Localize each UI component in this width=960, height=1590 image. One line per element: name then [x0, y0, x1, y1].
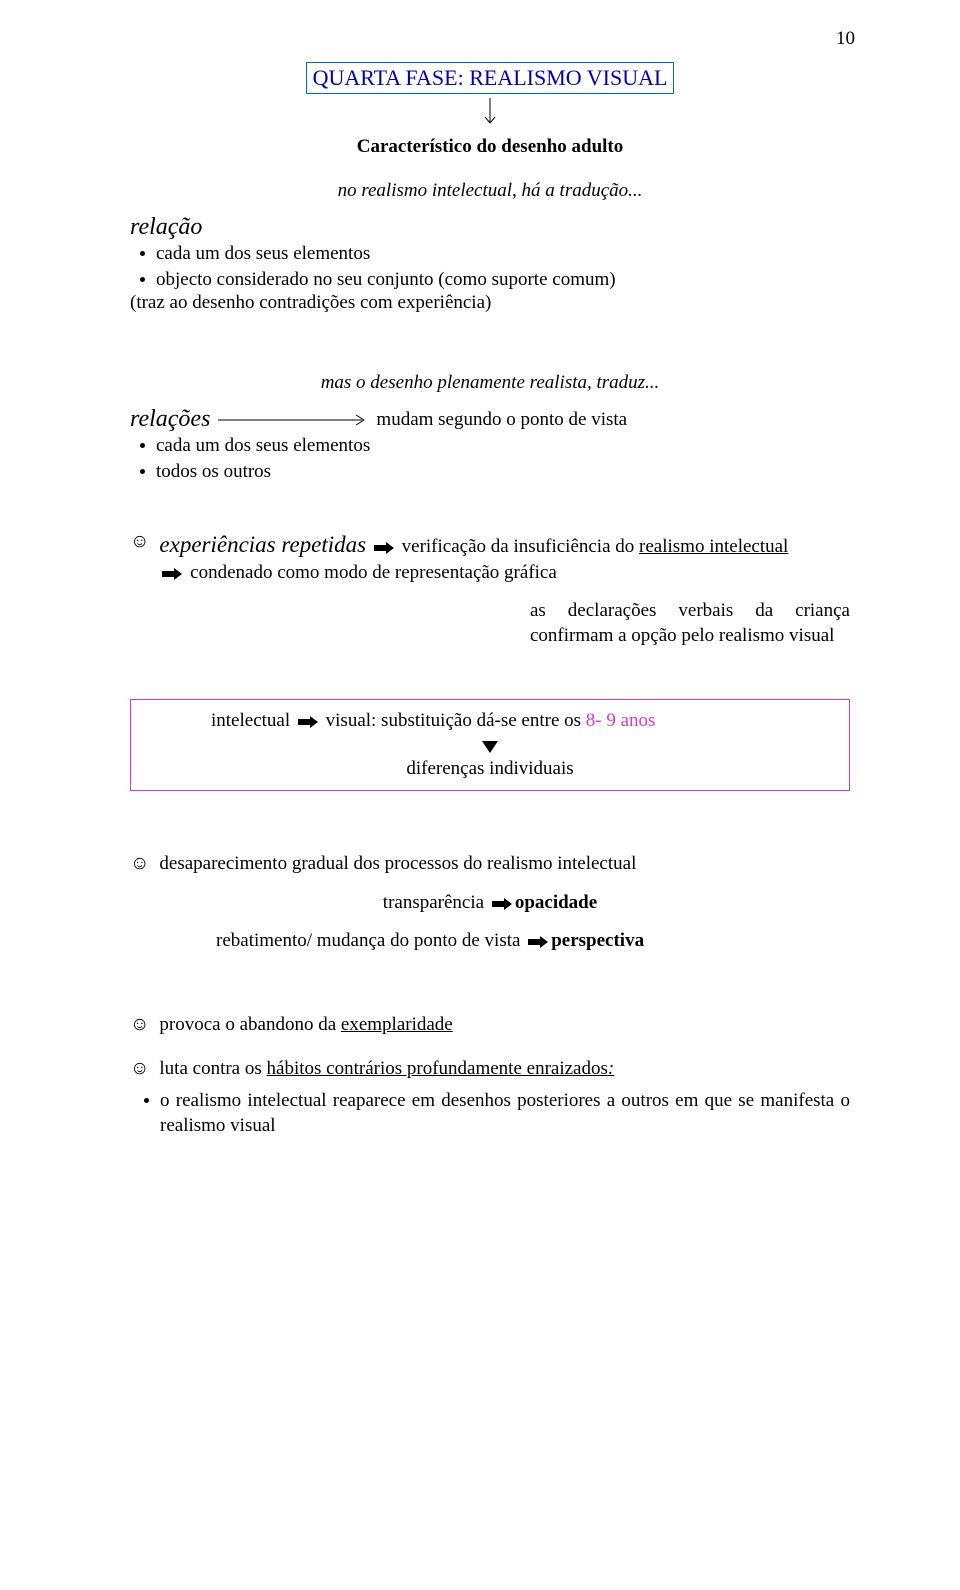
- relacoes-list: cada um dos seus elementos todos os outr…: [130, 433, 850, 484]
- no-realismo-line: no realismo intelectual, há a tradução..…: [130, 180, 850, 202]
- relacao-block: relação cada um dos seus elementos objec…: [130, 214, 850, 314]
- pink-arrowdown: [151, 734, 829, 756]
- exp-underlined: realismo intelectual: [639, 536, 788, 557]
- list-item: cada um dos seus elementos: [130, 433, 850, 459]
- relacao-heading: relação: [130, 214, 850, 241]
- relacoes-heading: relações: [130, 406, 210, 433]
- experiencias-content: experiências repetidas verificação da in…: [159, 529, 850, 586]
- desaparecimento-text: desaparecimento gradual dos processos do…: [159, 851, 850, 877]
- smiley-icon: ☺: [130, 529, 149, 555]
- transp-post: opacidade: [515, 892, 597, 913]
- transparencia-line: transparência opacidade: [130, 892, 850, 914]
- transp-pre: transparência: [383, 892, 489, 913]
- smiley-icon: ☺: [130, 1012, 149, 1038]
- luta-content: luta contra os hábitos contrários profun…: [159, 1056, 850, 1082]
- abandono-under: exemplaridade: [341, 1014, 453, 1035]
- relacao-paren: (traz ao desenho contradições com experi…: [130, 292, 850, 314]
- luta-bullet-list: o realismo intelectual reaparece em dese…: [130, 1088, 850, 1139]
- pink-line2: diferenças individuais: [151, 758, 829, 780]
- triangle-down-icon: [482, 741, 498, 753]
- thick-arrow-right-icon: [298, 716, 318, 728]
- thick-arrow-right-icon: [374, 542, 394, 554]
- thick-arrow-right-icon: [162, 568, 182, 580]
- rebatimento-line: rebatimento/ mudança do ponto de vista p…: [130, 930, 850, 952]
- arrow-right-icon: [218, 413, 368, 427]
- pink-age: 8- 9 anos: [586, 710, 656, 731]
- abandono-pre: provoca o abandono da: [159, 1014, 341, 1035]
- smiley-icon: ☺: [130, 851, 149, 877]
- relacoes-block: relações mudam segundo o ponto de vista …: [130, 406, 850, 484]
- list-item: todos os outros: [130, 459, 850, 485]
- list-item: cada um dos seus elementos: [130, 241, 850, 267]
- relacao-list: cada um dos seus elementos objecto consi…: [130, 241, 850, 292]
- desaparecimento-row: ☺ desaparecimento gradual dos processos …: [130, 851, 850, 877]
- abandono-row: ☺ provoca o abandono da exemplaridade: [130, 1012, 850, 1038]
- list-item: o realismo intelectual reaparece em dese…: [134, 1088, 850, 1139]
- subtitle: Característico do desenho adulto: [130, 136, 850, 158]
- experiencias-row: ☺ experiências repetidas verificação da …: [130, 529, 850, 586]
- luta-under: hábitos contrários profundamente enraiza…: [267, 1058, 608, 1079]
- thick-arrow-right-icon: [492, 898, 512, 910]
- mas-desenho-line: mas o desenho plenamente realista, tradu…: [130, 372, 850, 394]
- luta-pre: luta contra os: [159, 1058, 266, 1079]
- abandono-content: provoca o abandono da exemplaridade: [159, 1012, 850, 1038]
- rebat-pre: rebatimento/ mudança do ponto de vista: [216, 930, 525, 951]
- exp-lead: experiências repetidas: [159, 532, 366, 557]
- thick-arrow-right-icon: [528, 936, 548, 948]
- pink-mid: visual: substituição dá-se entre os: [321, 710, 586, 731]
- relacoes-row: relações mudam segundo o ponto de vista: [130, 406, 850, 433]
- smiley-icon: ☺: [130, 1056, 149, 1082]
- luta-colon: :: [608, 1058, 614, 1079]
- pink-pre: intelectual: [211, 710, 295, 731]
- exp-verif: verificação da insuficiência do: [397, 536, 639, 557]
- list-item: objecto considerado no seu conjunto (com…: [130, 267, 850, 293]
- rebat-post: perspectiva: [551, 930, 644, 951]
- exp-cond: condenado como modo de representação grá…: [185, 562, 556, 583]
- document-page: 10 QUARTA FASE: REALISMO VISUAL Caracter…: [0, 0, 960, 1590]
- title-wrap: QUARTA FASE: REALISMO VISUAL: [130, 40, 850, 128]
- right-justified-block: as declarações verbais da criança confir…: [530, 599, 850, 648]
- arrow-down-icon: [482, 98, 498, 128]
- phase-title: QUARTA FASE: REALISMO VISUAL: [306, 62, 675, 94]
- pink-line1: intelectual visual: substituição dá-se e…: [151, 710, 829, 732]
- relacoes-annotation: mudam segundo o ponto de vista: [376, 409, 627, 431]
- luta-row: ☺ luta contra os hábitos contrários prof…: [130, 1056, 850, 1082]
- pink-callout-box: intelectual visual: substituição dá-se e…: [130, 699, 850, 791]
